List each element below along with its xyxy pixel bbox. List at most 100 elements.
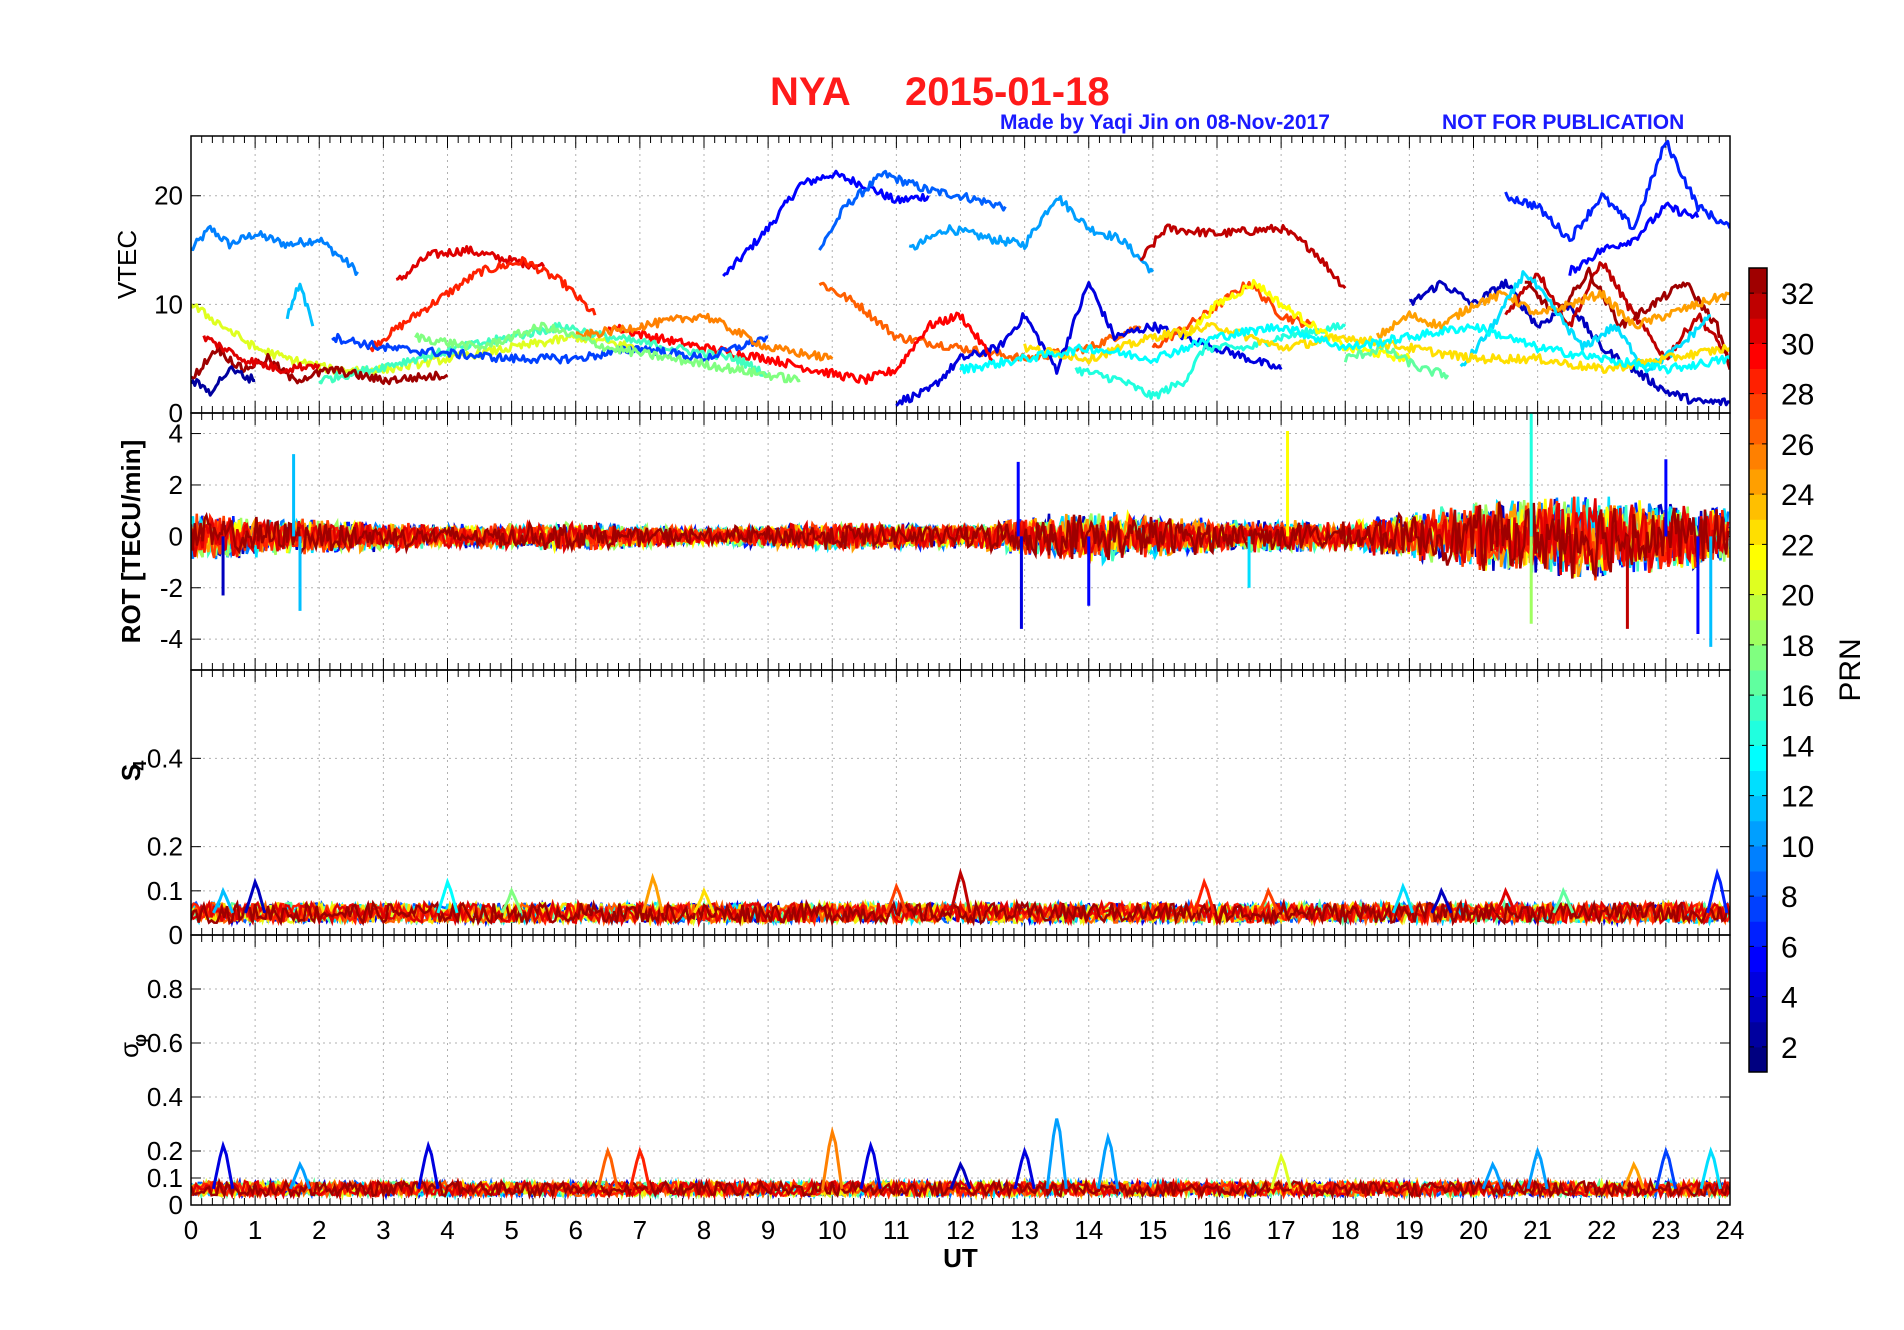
x-tick-label: 10 <box>818 1215 847 1245</box>
colorbar-cell <box>1749 1046 1767 1073</box>
scint-peak <box>1013 1146 1036 1190</box>
x-tick-label: 3 <box>376 1215 390 1245</box>
colorbar-cell <box>1749 971 1767 998</box>
scint-peak <box>885 882 908 914</box>
rot-line-prn-28 <box>191 496 1730 574</box>
colorbar-cell <box>1749 619 1767 646</box>
scint-peak <box>1706 868 1729 914</box>
vtec-line-prn-9 <box>191 224 359 276</box>
y-tick-label: 0.1 <box>147 876 183 906</box>
credit-left: Made by Yaqi Jin on 08-Nov-2017 <box>1000 111 1330 134</box>
y-tick-label: -2 <box>160 573 183 603</box>
x-tick-label: 6 <box>569 1215 583 1245</box>
scint-peak <box>1045 1118 1068 1189</box>
scint-peak <box>859 1140 882 1190</box>
colorbar-tick-label: 30 <box>1781 328 1814 361</box>
vtec-panel: 0 10 20 VTEC <box>112 135 1731 428</box>
y-tick-label: 20 <box>154 181 183 211</box>
y-tick-label: 0.1 <box>147 1163 183 1193</box>
colorbar-tick-label: 8 <box>1781 881 1798 914</box>
scint-peak <box>1391 882 1415 914</box>
rot-line-prn-32 <box>191 501 1730 579</box>
colorbar-cell <box>1749 418 1767 445</box>
x-tick-label: 2 <box>312 1215 326 1245</box>
vtec-line-prn-11 <box>285 282 315 327</box>
vtec-line-prn-12 <box>1459 270 1712 374</box>
vtec-line-prn-30 <box>395 245 545 281</box>
scint-peak <box>693 886 715 914</box>
colorbar-cell <box>1749 820 1767 847</box>
colorbar-cell <box>1749 896 1767 922</box>
x-tick-label: 20 <box>1459 1215 1488 1245</box>
scint-peak <box>1622 1160 1645 1190</box>
colorbar-cell <box>1749 594 1767 621</box>
x-tick-label: 24 <box>1716 1215 1745 1245</box>
x-tick-label: 19 <box>1395 1215 1424 1245</box>
y-tick-label: 0 <box>169 521 183 551</box>
colorbar-cell <box>1749 469 1767 495</box>
scint-peak <box>436 877 459 914</box>
sigma-ylabel-subscript: φ <box>130 1034 150 1047</box>
vtec-line-prn-4 <box>895 281 1283 407</box>
colorbar-cell <box>1749 670 1767 696</box>
x-tick-label: 4 <box>440 1215 454 1245</box>
title-station: NYA <box>770 70 851 114</box>
scint-peak <box>289 1160 312 1190</box>
y-tick-label: 0 <box>169 920 183 950</box>
vtec-line-prn-8 <box>818 169 1007 251</box>
scint-line-prn-32 <box>191 898 1730 928</box>
vtec-line-prn-31 <box>1504 261 1730 361</box>
colorbar-cell <box>1749 443 1767 470</box>
colorbar-tick-label: 16 <box>1781 680 1814 713</box>
y-tick-label: 0.2 <box>147 1136 183 1166</box>
scint-peak <box>1494 886 1517 914</box>
colorbar-cell <box>1749 368 1767 395</box>
y-tick-label: 0.4 <box>147 743 183 773</box>
vtec-line-prn-16 <box>1343 342 1450 380</box>
scint-peak <box>1096 1131 1120 1190</box>
y-tick-label: 0.4 <box>147 1082 183 1112</box>
colorbar-cell <box>1749 795 1767 822</box>
scint-peak <box>211 1140 235 1190</box>
scint-series <box>191 1118 1730 1201</box>
scint-series <box>191 868 1730 928</box>
vtec-series <box>191 139 1730 407</box>
s4-ylabel-subscript: 4 <box>130 761 150 771</box>
y-tick-label: 0 <box>169 1190 183 1220</box>
scint-peak <box>628 1146 651 1190</box>
vtec-line-prn-5 <box>1568 201 1700 276</box>
rot-ylabel: ROT [TECU/min] <box>116 440 146 644</box>
y-tick-label: 2 <box>169 470 183 500</box>
x-tick-label: 0 <box>184 1215 198 1245</box>
scint-peak <box>1552 886 1575 914</box>
colorbar-cell <box>1749 569 1767 596</box>
scint-peak <box>500 886 523 914</box>
x-tick-label: 1 <box>248 1215 262 1245</box>
colorbar-cell <box>1749 921 1767 947</box>
scint-peak <box>417 1140 440 1190</box>
credit-right: NOT FOR PUBLICATION <box>1442 111 1684 134</box>
colorbar-cell <box>1749 544 1767 570</box>
colorbar-cell <box>1749 1021 1767 1048</box>
vtec-line-prn-28 <box>369 256 597 353</box>
colorbar-tick-label: 18 <box>1781 630 1814 663</box>
scint-peak <box>949 1160 972 1190</box>
colorbar-tick-label: 10 <box>1781 831 1814 864</box>
scint-peak <box>212 886 235 914</box>
colorbar-tick-label: 4 <box>1781 982 1798 1015</box>
colorbar-cell <box>1749 996 1767 1023</box>
colorbar-cell <box>1749 343 1767 369</box>
vtec-line-prn-15 <box>318 321 769 385</box>
x-tick-label: 16 <box>1203 1215 1232 1245</box>
s4-panel: 0 0.1 0.2 0.4S4 <box>116 669 1731 950</box>
colorbar-cell <box>1749 745 1767 771</box>
colorbar-tick-label: 32 <box>1781 278 1814 311</box>
colorbar-tick-label: 28 <box>1781 379 1814 412</box>
x-tick-label: 15 <box>1138 1215 1167 1245</box>
scint-peak <box>1430 886 1453 914</box>
colorbar-cell <box>1749 720 1767 746</box>
colorbar-cell <box>1749 293 1767 319</box>
colorbar-tick-label: 14 <box>1781 730 1814 763</box>
colorbar-cell <box>1749 644 1767 671</box>
colorbar-tick-label: 24 <box>1781 479 1814 512</box>
